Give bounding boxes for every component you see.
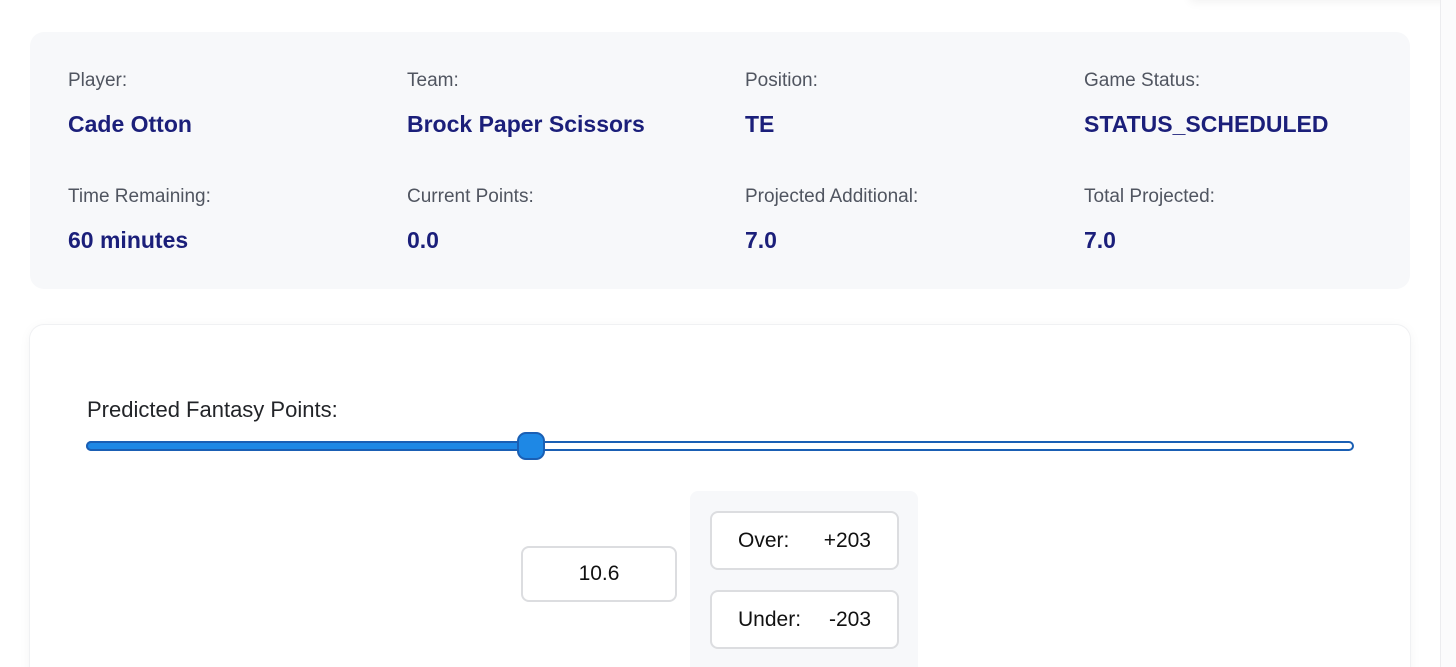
predicted-points-input[interactable]: 10.6 [521,546,677,602]
player-label: Player: [68,70,128,91]
projected-additional-value: 7.0 [745,227,777,253]
position-label: Position: [745,70,818,91]
total-projected-label: Total Projected: [1084,186,1215,207]
player-cell: Player: Cade Otton [68,69,388,139]
over-odds-button[interactable]: Over: +203 [710,511,899,570]
player-info-card: Player: Cade Otton Team: Brock Paper Sci… [30,32,1410,289]
under-odds-button[interactable]: Under: -203 [710,590,899,649]
under-value: -203 [828,608,871,631]
time-remaining-label: Time Remaining: [68,186,211,207]
total-projected-cell: Total Projected: 7.0 [1084,185,1404,255]
position-value: TE [745,111,775,137]
prediction-card: Predicted Fantasy Points: 10.6 Over: +20… [30,325,1410,667]
projected-additional-cell: Projected Additional: 7.0 [745,185,1065,255]
current-points-value: 0.0 [407,227,439,253]
predicted-points-slider[interactable] [86,432,1354,460]
current-points-cell: Current Points: 0.0 [407,185,727,255]
scrollbar[interactable] [1440,0,1456,667]
team-label: Team: [407,70,459,91]
team-value: Brock Paper Scissors [407,111,645,137]
time-remaining-value: 60 minutes [68,227,189,253]
team-cell: Team: Brock Paper Scissors [407,69,727,139]
game-status-value: STATUS_SCHEDULED [1084,111,1329,137]
total-projected-value: 7.0 [1084,227,1116,253]
over-label: Over: [738,529,790,552]
over-value: +203 [823,529,871,552]
player-value: Cade Otton [68,111,192,137]
odds-panel: Over: +203 Under: -203 [690,491,918,667]
game-status-label: Game Status: [1084,70,1201,91]
game-status-cell: Game Status: STATUS_SCHEDULED [1084,69,1404,139]
projected-additional-label: Projected Additional: [745,186,919,207]
position-cell: Position: TE [745,69,1065,139]
time-remaining-cell: Time Remaining: 60 minutes [68,185,388,255]
under-label: Under: [738,608,802,631]
slider-fill [86,441,531,451]
predicted-points-label: Predicted Fantasy Points: [87,397,338,422]
slider-thumb[interactable] [517,432,545,460]
current-points-label: Current Points: [407,186,534,207]
